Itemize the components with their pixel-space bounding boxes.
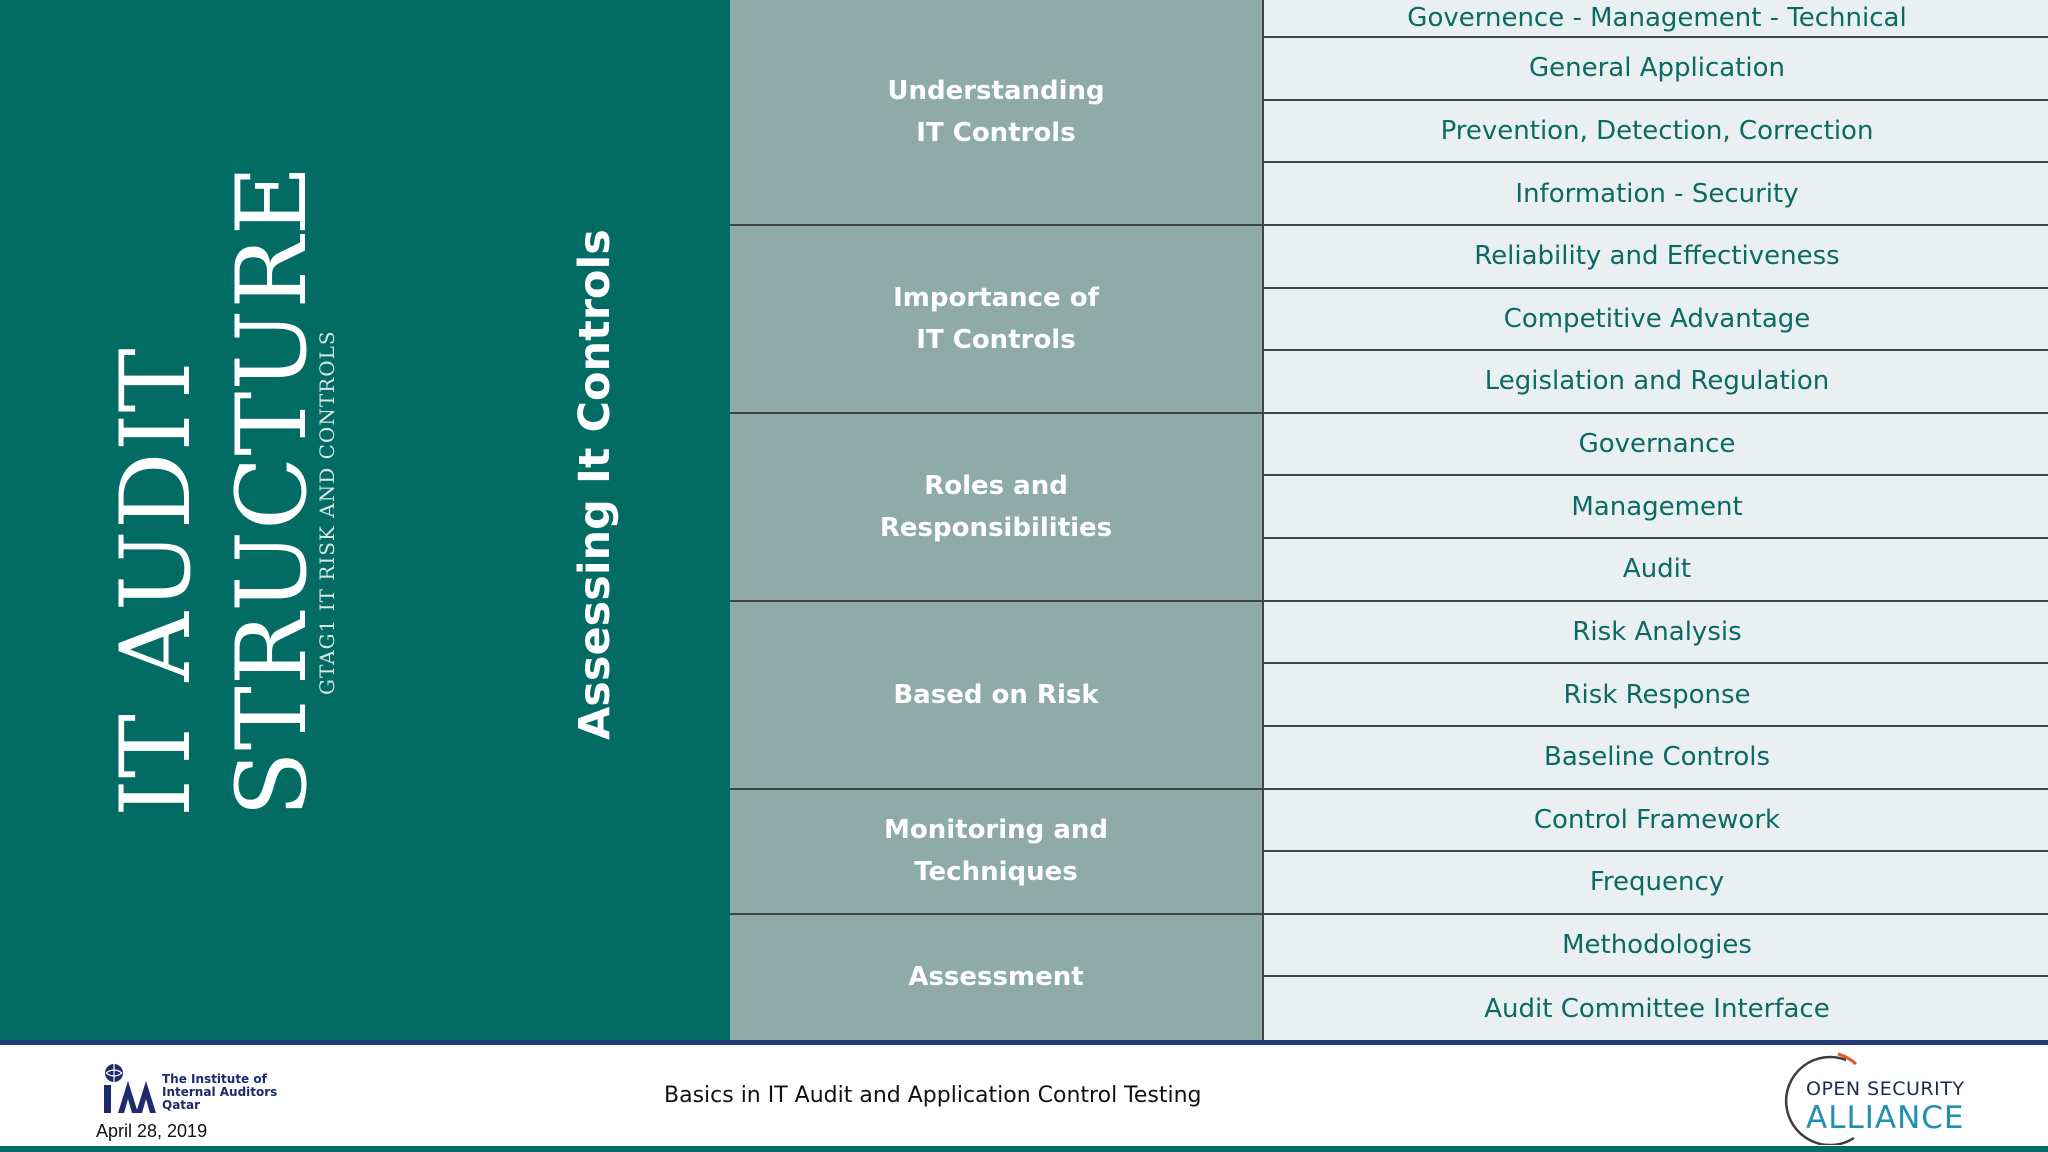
item-row: Audit Committee Interface (1264, 977, 2048, 1040)
item-row: Legislation and Regulation (1264, 351, 2048, 414)
item-row: Risk Response (1264, 664, 2048, 727)
item-row: Governance (1264, 414, 2048, 477)
item-label: Information - Security (1515, 178, 1799, 209)
item-label: General Application (1528, 53, 1785, 84)
presentation-title: Basics in IT Audit and Application Contr… (664, 1083, 1202, 1108)
osa-name-line-2: ALLIANCE (1806, 1100, 1965, 1136)
item-column: Governence - Management - Technical Gener… (1262, 0, 2048, 1040)
title-panel: IT AUDIT STRUCTURE GTAG1 IT RISK AND CON… (0, 0, 730, 1040)
iia-logo: The Institute of Internal Auditors Qatar (100, 1063, 290, 1115)
category-cell: Understanding IT Controls (730, 0, 1262, 226)
item-label: Legislation and Regulation (1484, 366, 1830, 397)
item-label: Prevention, Detection, Correction (1440, 115, 1874, 146)
category-label: Roles and Responsibilities (879, 470, 1113, 543)
item-row: Management (1264, 476, 2048, 539)
item-label: Methodologies (1562, 930, 1752, 961)
item-row: Frequency (1264, 852, 2048, 915)
osa-swoosh-icon (1784, 1052, 1858, 1145)
item-row: Baseline Controls (1264, 727, 2048, 790)
category-label: Importance of IT Controls (893, 282, 1099, 355)
category-label: Understanding IT Controls (887, 75, 1105, 148)
item-row: Methodologies (1264, 915, 2048, 978)
category-cell: Monitoring and Techniques (730, 790, 1262, 915)
item-label: Governance (1578, 429, 1736, 460)
section-heading: Assessing It Controls (565, 229, 625, 740)
footer: The Institute of Internal Auditors Qatar… (0, 1045, 2048, 1146)
item-label: Frequency (1589, 867, 1725, 898)
item-label: Control Framework (1533, 804, 1781, 835)
item-label: Risk Analysis (1572, 616, 1742, 647)
item-label: Audit Committee Interface (1484, 993, 1830, 1024)
item-label: Governence - Management - Technical (1407, 3, 1907, 33)
iia-globe-icon (104, 1064, 156, 1113)
section-heading-text: Assessing It Controls (570, 229, 620, 740)
item-row: Governence - Management - Technical (1264, 0, 2048, 38)
category-label: Monitoring and Techniques (883, 815, 1109, 888)
item-label: Competitive Advantage (1503, 303, 1811, 334)
category-cell: Importance of IT Controls (730, 226, 1262, 414)
iia-name: The Institute of Internal Auditors Qatar (162, 1073, 292, 1112)
category-label: Assessment (908, 962, 1084, 993)
item-label: Management (1571, 491, 1743, 522)
slide-subtitle-text: GTAG1 IT RISK AND CONTROLS (315, 330, 339, 695)
item-row: Reliability and Effectiveness (1264, 226, 2048, 289)
iia-name-line-1: The Institute of (162, 1072, 267, 1086)
category-label: Based on Risk (893, 679, 1099, 710)
category-cell: Roles and Responsibilities (730, 414, 1262, 602)
iia-name-line-2: Internal Auditors (162, 1085, 278, 1099)
open-security-alliance-logo: OPEN SECURITY ALLIANCE (1776, 1050, 1986, 1145)
osa-name-line-1: OPEN SECURITY (1806, 1078, 1965, 1100)
category-cell: Based on Risk (730, 602, 1262, 790)
item-label: Risk Response (1563, 679, 1751, 710)
slide-title-line-1: IT AUDIT (100, 347, 212, 817)
item-row: General Application (1264, 38, 2048, 101)
footer-bottom-rule (0, 1146, 2048, 1152)
item-row: Prevention, Detection, Correction (1264, 101, 2048, 164)
footer-date: April 28, 2019 (96, 1121, 208, 1141)
item-row: Audit (1264, 539, 2048, 602)
category-cell: Assessment (730, 915, 1262, 1040)
item-label: Baseline Controls (1543, 742, 1771, 773)
item-row: Information - Security (1264, 163, 2048, 226)
iia-name-line-3: Qatar (162, 1098, 201, 1112)
item-row: Control Framework (1264, 790, 2048, 853)
item-label: Audit (1622, 554, 1692, 585)
footer-rule (0, 1040, 2048, 1045)
category-column: Understanding IT Controls Importance of I… (730, 0, 1262, 1040)
item-label: Reliability and Effectiveness (1474, 241, 1840, 272)
item-row: Competitive Advantage (1264, 289, 2048, 352)
item-row: Risk Analysis (1264, 602, 2048, 665)
slide-title: IT AUDIT STRUCTURE (100, 164, 340, 817)
slide-subtitle: GTAG1 IT RISK AND CONTROLS (312, 330, 342, 695)
